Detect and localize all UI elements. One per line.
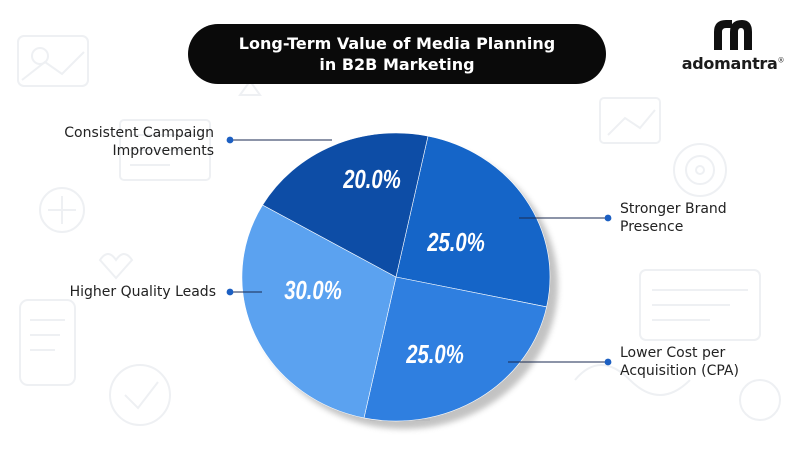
pie-slice-higher-quality-leads [241,204,397,419]
logo-mark-icon [714,20,752,50]
category-label-line: Consistent Campaign [64,125,214,141]
leader-dot-consistent-campaign-improvements [226,136,234,144]
logo-wordmark: adomantra® [680,54,786,73]
pie-value-label-lower-cost-per-acquisition-cpa: 25.0% [405,339,464,368]
category-label-consistent-campaign-improvements: Consistent Campaign Improvements [64,124,214,160]
pie-value-labels: 25.0% 25.0% 30.0% 20.0% [284,164,485,368]
category-label-line: Higher Quality Leads [69,284,216,300]
pie-value-label-stronger-brand-presence: 25.0% [426,227,485,256]
category-label-lower-cost-per-acquisition-cpa: Lower Cost per Acquisition (CPA) [620,344,739,380]
logo-wordmark-text: adomantra [681,54,778,73]
category-label-line: Acquisition (CPA) [620,363,739,379]
pie-value-label-higher-quality-leads: 30.0% [284,275,342,304]
pie-slice-stronger-brand-presence [395,135,551,308]
category-label-stronger-brand-presence: Stronger Brand Presence [620,200,727,236]
category-label-line: Presence [620,219,684,235]
pie-slices [241,132,551,422]
chart-title-line-1: Long-Term Value of Media Planning [238,34,556,53]
chart-title-banner: Long-Term Value of Media Planning in B2B… [188,24,606,84]
leader-dot-lower-cost-per-acquisition-cpa [604,358,612,366]
pie-leader-lines [226,136,612,366]
pie-slice-lower-cost-per-acquisition-cpa [363,276,547,422]
brand-logo: adomantra® [676,14,786,84]
registered-mark: ® [777,56,785,65]
chart-title-line-2: in B2B Marketing [319,55,475,74]
category-label-line: Stronger Brand [620,201,727,217]
category-label-line: Lower Cost per [620,345,726,361]
leader-dot-stronger-brand-presence [604,214,612,222]
category-label-higher-quality-leads: Higher Quality Leads [70,283,216,301]
pie-slice-consistent-campaign-improvements [262,132,429,278]
category-label-line: Improvements [112,143,214,159]
leader-dot-higher-quality-leads [226,288,234,296]
pie-value-label-consistent-campaign-improvements: 20.0% [342,164,401,193]
